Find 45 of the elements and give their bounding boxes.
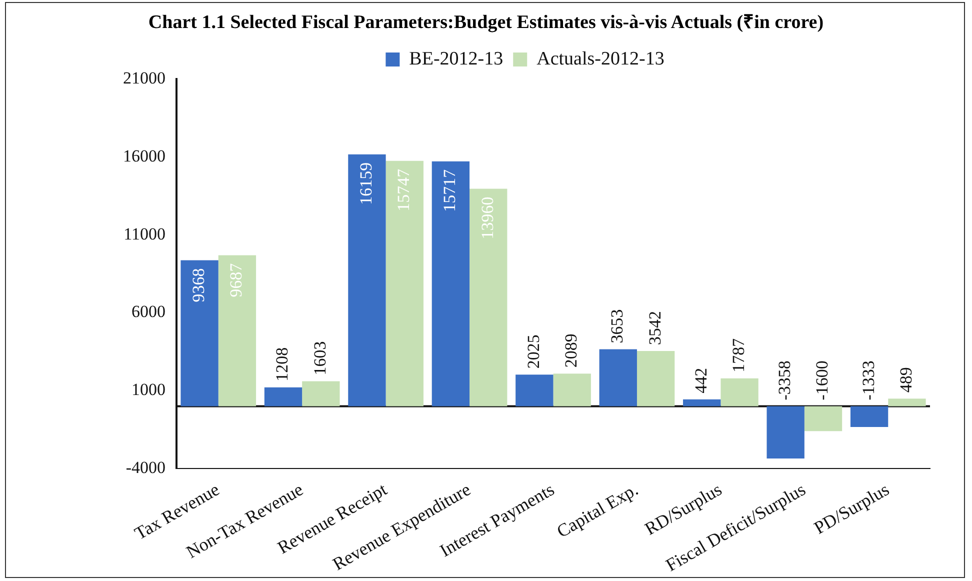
data-label: 1603 bbox=[310, 341, 330, 376]
data-label: 442 bbox=[691, 368, 710, 394]
data-label: 2089 bbox=[562, 334, 581, 368]
y-tick-label: 11000 bbox=[124, 224, 166, 244]
bar bbox=[218, 255, 256, 406]
bar bbox=[470, 188, 508, 406]
bar bbox=[720, 378, 758, 406]
data-label: 15747 bbox=[394, 168, 414, 212]
bar bbox=[264, 387, 302, 406]
data-label: 15717 bbox=[440, 168, 460, 212]
bar bbox=[850, 406, 888, 427]
y-tick-label: 1000 bbox=[132, 380, 166, 400]
bar bbox=[180, 260, 218, 406]
data-label: 3542 bbox=[645, 311, 664, 346]
y-tick-label: 6000 bbox=[132, 302, 166, 322]
data-label: -1600 bbox=[812, 360, 832, 400]
data-label: 1787 bbox=[729, 338, 748, 372]
bar bbox=[302, 381, 340, 406]
bar bbox=[516, 374, 554, 406]
data-label: -3358 bbox=[775, 360, 794, 400]
bar bbox=[683, 399, 721, 406]
y-tick-label: 21000 bbox=[123, 68, 166, 88]
y-tick-label: 16000 bbox=[123, 146, 166, 166]
bar bbox=[599, 349, 637, 406]
data-label: 9687 bbox=[226, 262, 246, 298]
bar bbox=[553, 374, 591, 406]
data-label: -1333 bbox=[858, 360, 878, 400]
bar bbox=[636, 351, 675, 406]
y-tick-label: -4000 bbox=[126, 458, 166, 478]
bar bbox=[348, 154, 386, 406]
bar bbox=[766, 406, 804, 459]
data-label: 3653 bbox=[608, 309, 627, 344]
legend-label: BE-2012-13 bbox=[409, 48, 504, 70]
data-label: 13960 bbox=[478, 196, 497, 240]
bar bbox=[432, 161, 470, 406]
bar bbox=[888, 398, 926, 406]
data-label: 1208 bbox=[272, 347, 292, 382]
bar bbox=[804, 406, 842, 432]
data-label: 489 bbox=[896, 367, 916, 393]
legend-label: Actuals-2012-13 bbox=[536, 48, 664, 70]
data-label: 9368 bbox=[188, 268, 208, 302]
chart-title: Chart 1.1 Selected Fiscal Parameters:Budget Estimates vis-à-vis Actuals (₹in crore) bbox=[147, 11, 825, 34]
bar bbox=[386, 160, 424, 406]
data-label: 2025 bbox=[524, 334, 543, 369]
data-label: 16159 bbox=[356, 162, 376, 205]
